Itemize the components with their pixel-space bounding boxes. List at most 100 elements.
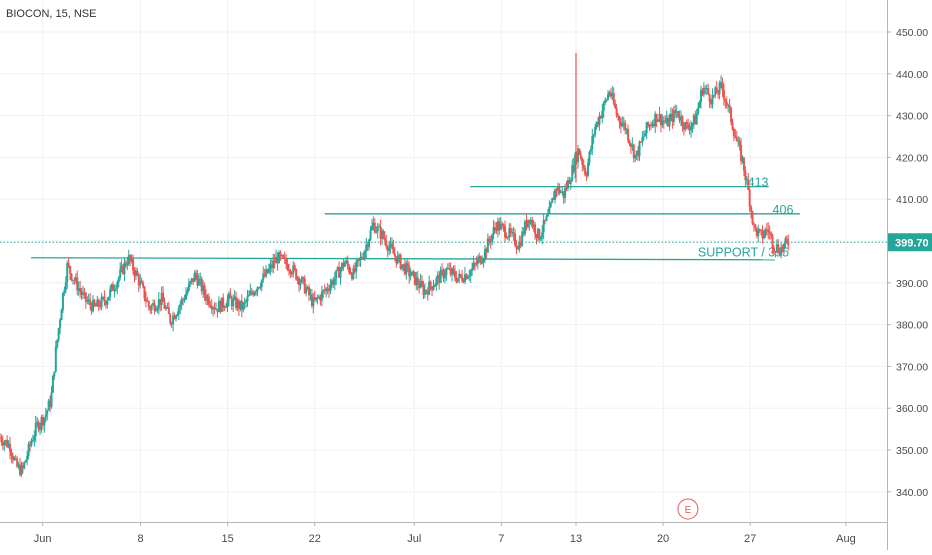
candle-body — [747, 179, 750, 190]
candle-body — [551, 198, 554, 203]
candle-body — [466, 276, 469, 279]
candle-body — [242, 303, 245, 310]
candle-body — [582, 164, 585, 168]
candle-body — [37, 421, 40, 430]
candle-body — [728, 104, 731, 108]
horizontal-line-label: SUPPORT / 395 — [698, 246, 789, 260]
candle-body — [690, 126, 693, 131]
candle-body — [525, 221, 528, 228]
candle-body — [751, 211, 754, 224]
candle-body — [661, 120, 664, 126]
candle-body — [531, 219, 534, 227]
candle-body — [283, 257, 286, 259]
candle-body — [727, 104, 730, 106]
candle-body — [534, 224, 537, 235]
candle-body — [227, 293, 230, 300]
candle-body — [509, 228, 512, 233]
candle-body — [9, 443, 12, 453]
candle-body — [522, 231, 525, 235]
candle-body — [14, 458, 17, 460]
candle-body — [249, 290, 252, 295]
candle-body — [697, 107, 700, 114]
candle-body — [182, 299, 185, 301]
candle-body — [44, 414, 47, 418]
candle-body — [681, 116, 684, 126]
candle-body — [81, 292, 84, 295]
candle-body — [426, 291, 429, 295]
candle-body — [452, 268, 455, 272]
candle-body — [39, 425, 42, 430]
candle-body — [257, 287, 260, 289]
candle-body — [339, 269, 342, 278]
candle-body — [187, 283, 190, 291]
candle-body — [259, 287, 262, 289]
candle-body — [599, 116, 602, 119]
candle-body — [737, 140, 740, 142]
candle-body — [658, 114, 661, 120]
candle-body — [74, 277, 77, 281]
candle-body — [521, 231, 524, 246]
candle-body — [627, 129, 630, 141]
candle-body — [215, 308, 218, 310]
candle-body — [618, 116, 621, 122]
y-tick-label: 340.00 — [896, 487, 928, 499]
candle-body — [286, 263, 289, 270]
candle-body — [31, 440, 34, 442]
candle-body — [96, 299, 99, 307]
candle-body — [655, 113, 658, 122]
candle-body — [189, 281, 192, 284]
symbol-title[interactable]: BIOCON, 15, NSE — [6, 8, 97, 20]
candle-body — [193, 272, 196, 282]
candle-body — [594, 127, 597, 135]
candle-body — [548, 206, 551, 214]
candle-body — [156, 307, 159, 311]
candle-body — [186, 290, 189, 294]
candle-body — [323, 290, 326, 292]
candle-body — [495, 227, 498, 231]
candle-body — [137, 275, 140, 286]
candle-body — [19, 464, 22, 475]
candle-body — [645, 122, 648, 134]
candle-body — [395, 256, 398, 264]
candle-body — [102, 297, 105, 299]
candle-body — [617, 114, 620, 117]
x-tick-label: Jun — [34, 533, 52, 545]
candle-body — [127, 255, 130, 264]
candle-body — [674, 110, 677, 113]
candle-body — [7, 443, 10, 448]
candle-body — [1, 442, 4, 446]
candle-body — [290, 273, 293, 275]
candle-body — [199, 278, 202, 280]
candle-body — [504, 226, 507, 238]
event-marker-icon[interactable] — [677, 498, 699, 520]
candle-body — [418, 285, 421, 289]
horizontal-line[interactable] — [31, 257, 776, 261]
candle-body — [611, 93, 614, 97]
x-tick-label: 7 — [498, 533, 504, 545]
candle-body — [109, 288, 112, 297]
candle-body — [247, 294, 250, 297]
candle-body — [612, 93, 615, 104]
candle-body — [389, 243, 392, 248]
candle-body — [23, 462, 26, 468]
candle-body — [526, 219, 529, 228]
candle-body — [532, 224, 535, 227]
candle-body — [312, 297, 315, 307]
candle-body — [349, 271, 352, 274]
drawn-lines[interactable]: 413 406 SUPPORT / 395 — [31, 176, 800, 261]
candle-body — [536, 228, 539, 238]
candle-body — [715, 87, 718, 94]
x-tick-label: 27 — [744, 533, 756, 545]
candle-body — [718, 82, 721, 94]
candle-body — [399, 254, 402, 269]
candle-body — [439, 269, 442, 284]
candle-body — [180, 299, 183, 305]
candle-body — [232, 298, 235, 307]
candle-body — [431, 286, 434, 290]
candle-body — [506, 236, 509, 239]
candle-body — [335, 270, 338, 279]
candle-body — [700, 90, 703, 102]
candle-body — [782, 243, 785, 250]
